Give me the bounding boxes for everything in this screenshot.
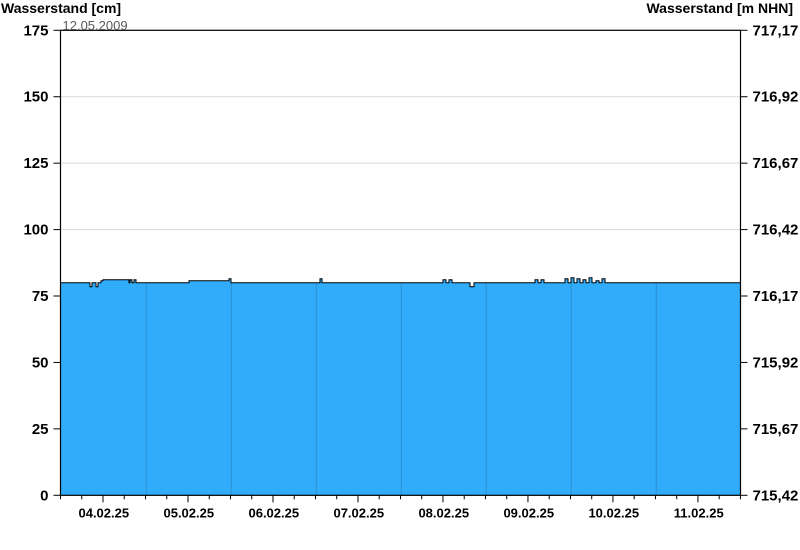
svg-text:09.02.25: 09.02.25 — [503, 505, 554, 520]
svg-text:715,92: 715,92 — [753, 354, 799, 371]
svg-text:716,92: 716,92 — [753, 89, 799, 106]
svg-text:0: 0 — [40, 487, 48, 504]
svg-text:716,67: 716,67 — [753, 155, 799, 172]
svg-text:715,42: 715,42 — [753, 487, 799, 504]
svg-text:04.02.25: 04.02.25 — [78, 505, 129, 520]
svg-text:716,17: 716,17 — [753, 288, 799, 305]
svg-text:150: 150 — [23, 89, 48, 106]
svg-text:716,42: 716,42 — [753, 222, 799, 239]
svg-text:06.02.25: 06.02.25 — [248, 505, 299, 520]
svg-text:175: 175 — [23, 22, 48, 39]
svg-text:25: 25 — [32, 421, 49, 438]
svg-text:125: 125 — [23, 155, 48, 172]
svg-text:715,67: 715,67 — [753, 421, 799, 438]
svg-text:100: 100 — [23, 222, 48, 239]
svg-text:11.02.25: 11.02.25 — [674, 505, 724, 520]
svg-text:10.02.25: 10.02.25 — [588, 505, 639, 520]
svg-text:75: 75 — [32, 288, 49, 305]
svg-text:07.02.25: 07.02.25 — [333, 505, 384, 520]
svg-text:717,17: 717,17 — [753, 22, 799, 39]
svg-text:08.02.25: 08.02.25 — [418, 505, 469, 520]
svg-text:12.05.2009: 12.05.2009 — [63, 18, 128, 33]
svg-text:50: 50 — [32, 354, 49, 371]
svg-text:05.02.25: 05.02.25 — [163, 505, 214, 520]
